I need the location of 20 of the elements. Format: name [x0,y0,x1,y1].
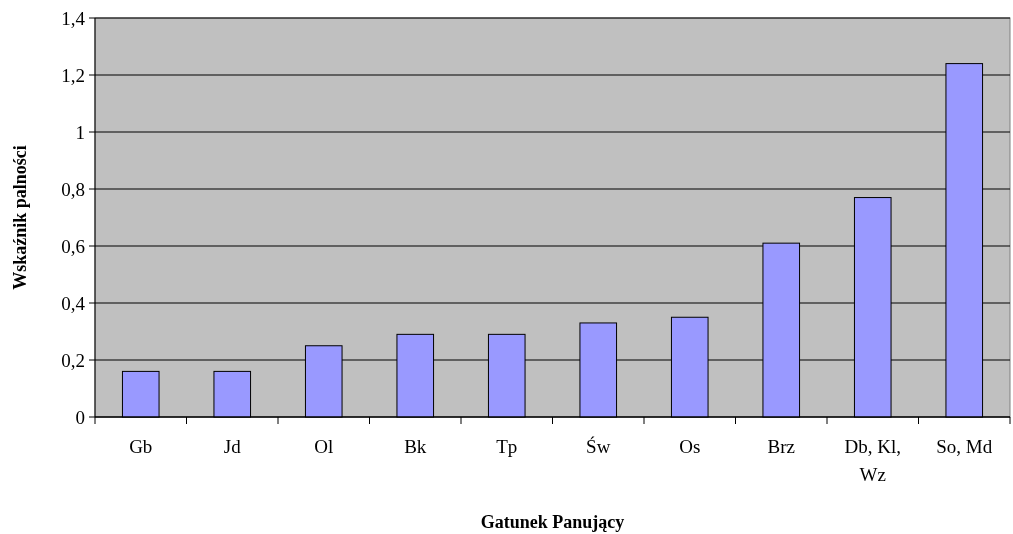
y-tick-label: 1 [75,121,85,143]
x-tick-label: Tp [496,436,518,457]
y-tick-label: 0,2 [61,349,85,371]
x-tick-label: Jd [223,436,242,457]
y-tick-label: 0,4 [61,292,86,314]
x-tick-label: Św [586,436,611,457]
y-tick-label: 1,2 [61,64,85,86]
x-tick-label: Ol [314,436,334,457]
y-tick-label: 1,4 [61,7,86,29]
x-tick-label: So, Md [936,436,993,457]
y-tick-label: 0,8 [61,178,85,200]
x-tick-label: Gb [129,436,153,457]
x-tick-label: Bk [404,436,427,457]
y-axis-title: Wskaźnik palności [10,145,30,290]
x-tick-label: Db, Kl, Wz [844,436,901,485]
x-tick-label: Os [679,436,701,457]
y-tick-label: 0 [75,406,85,428]
x-tick-label: Brz [767,436,795,457]
y-tick-label: 0,6 [61,235,85,257]
x-axis-title: Gatunek Panujący [480,512,625,532]
